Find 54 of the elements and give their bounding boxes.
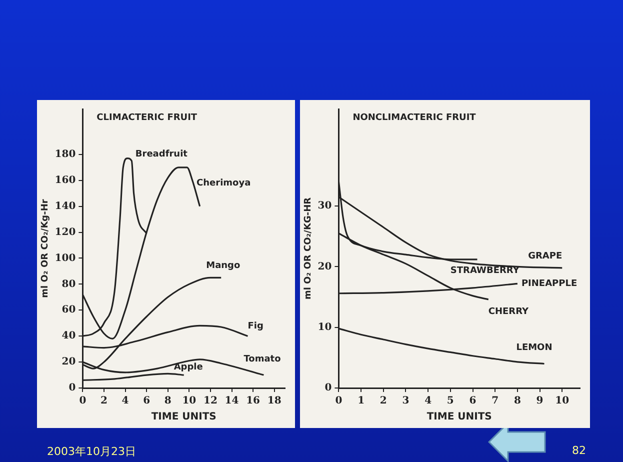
y-tick-label: 160: [54, 174, 76, 186]
x-tick-label: 10: [555, 396, 570, 407]
x-tick-label: 3: [402, 396, 410, 407]
y-tick-label: 40: [62, 330, 76, 342]
x-tick-label: 8: [164, 396, 172, 407]
series-label: GRAPE: [528, 251, 562, 262]
y-tick-label: 120: [54, 226, 76, 238]
x-tick-label: 1: [358, 396, 365, 407]
y-tick-label: 20: [318, 261, 332, 272]
y-tick-label: 140: [54, 200, 76, 212]
x-tick-label: 2: [100, 396, 108, 407]
y-tick-label: 100: [54, 252, 76, 264]
x-tick-label: 12: [204, 396, 218, 407]
series-label: CHERRY: [488, 306, 530, 317]
series-label: Cherimoya: [196, 178, 251, 189]
y-tick-label: 0: [68, 382, 76, 394]
series-label: PINEAPPLE: [521, 279, 578, 290]
x-tick-label: 18: [267, 396, 282, 407]
series-label: STRAWBERRY: [450, 266, 520, 276]
text: 82: [572, 444, 586, 457]
y-tick-label: 80: [62, 278, 76, 290]
x-tick-label: 4: [424, 396, 432, 407]
series-label: Tomato: [244, 354, 281, 364]
x-tick-label: 16: [246, 396, 260, 407]
x-tick-label: 6: [143, 396, 150, 407]
x-tick-label: 4: [122, 396, 129, 407]
x-tick-label: 6: [469, 396, 476, 407]
series-label: Mango: [206, 261, 240, 272]
series-label: Fig: [248, 321, 264, 332]
x-axis-title: TIME UNITS: [151, 412, 216, 423]
x-axis-title: TIME UNITS: [426, 412, 492, 423]
x-tick-label: 9: [536, 396, 544, 407]
x-tick-label: 10: [182, 396, 196, 407]
x-tick-label: 0: [335, 396, 342, 407]
x-tick-label: 14: [224, 396, 239, 407]
y-tick-label: 0: [324, 382, 332, 394]
y-axis-title: ml O₂ OR CO₂/KG-HR: [304, 197, 314, 300]
chart-title: CLIMACTERIC FRUIT: [96, 112, 198, 123]
y-tick-label: 60: [62, 304, 76, 316]
text: 2003年10月23日: [47, 444, 136, 459]
series-label: Breadfruit: [135, 150, 188, 160]
x-tick-label: 0: [79, 396, 86, 407]
series-label: Apple: [174, 362, 203, 372]
text: NONCLIMACTERIC FRUIT: [352, 112, 477, 123]
y-tick-label: 20: [62, 356, 76, 368]
y-tick-label: 10: [318, 322, 332, 333]
y-tick-label: 180: [54, 149, 76, 160]
x-tick-label: 7: [492, 396, 499, 407]
x-tick-label: 8: [514, 396, 521, 407]
y-axis-title: ml O₂ OR CO₂/Kg-Hr: [40, 198, 51, 298]
y-tick-label: 30: [318, 200, 332, 212]
x-tick-label: 2: [380, 396, 387, 407]
series-label: LEMON: [516, 343, 552, 354]
x-tick-label: 5: [446, 396, 454, 407]
